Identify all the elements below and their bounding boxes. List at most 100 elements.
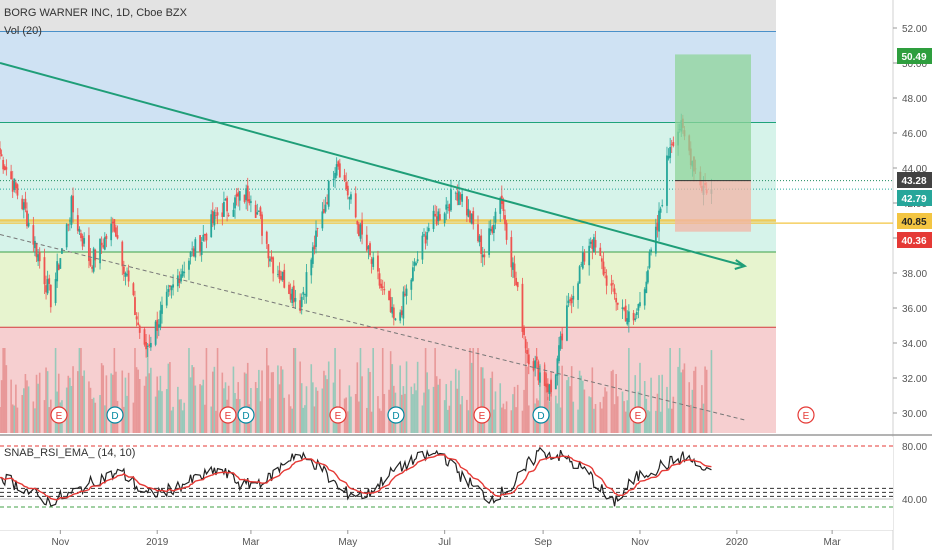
volume-bar (545, 371, 548, 433)
time-axis-label: Jul (438, 537, 451, 548)
candle-body (132, 283, 135, 296)
price-badge-text: 42.79 (901, 194, 926, 205)
volume-bar (213, 366, 216, 433)
candle-body (546, 383, 549, 393)
volume-bar (159, 375, 162, 433)
volume-bar (623, 401, 625, 433)
volume-bar (548, 401, 551, 433)
volume-bar (88, 381, 90, 433)
candle-body (499, 197, 502, 214)
candle-body (470, 213, 473, 224)
volume-bar (94, 402, 97, 433)
volume-bar (89, 387, 92, 433)
candle-body (232, 209, 235, 217)
candle-body (548, 384, 551, 394)
time-axis-label: Nov (51, 537, 69, 548)
candle-body (639, 302, 641, 306)
volume-bar (192, 367, 195, 433)
volume-bar (346, 411, 349, 433)
volume-bar (626, 400, 629, 433)
event-marker-text: D (537, 411, 544, 422)
volume-bar (602, 396, 605, 433)
candle-body (270, 256, 273, 260)
candle-body (438, 214, 441, 221)
candle-body (323, 208, 325, 213)
candle-body (621, 307, 624, 310)
volume-bar (702, 403, 705, 433)
candle-body (656, 222, 659, 231)
volume-bar (289, 406, 292, 433)
candle-body (454, 192, 457, 194)
volume-bar (669, 348, 671, 433)
volume-bar (77, 371, 79, 433)
candle-body (335, 164, 338, 176)
candle-body (192, 248, 195, 257)
candle-body (635, 312, 638, 315)
candle-body (491, 226, 494, 233)
candle-body (45, 285, 47, 293)
price-badge: 50.49 (897, 48, 932, 64)
candle-body (32, 225, 35, 245)
symbol-title[interactable]: BORG WARNER INC, 1D, Cboe BZX (4, 7, 187, 19)
volume-bar (639, 362, 641, 433)
volume-bar (156, 376, 159, 433)
candle-body (527, 354, 530, 365)
candle-body (176, 275, 179, 287)
event-marker-text: E (635, 411, 642, 422)
candle-body (489, 228, 492, 232)
price-axis-label: 44.00 (902, 164, 927, 175)
candle-body (126, 273, 128, 276)
volume-bar (135, 367, 138, 433)
event-marker-text: E (225, 411, 232, 422)
candle-body (605, 275, 608, 286)
volume-bar (445, 384, 448, 433)
candle-body (105, 235, 108, 239)
candle-body (593, 237, 595, 252)
candle-body (157, 324, 160, 328)
candle-body (415, 262, 417, 265)
volume-bar (526, 366, 529, 433)
time-axis-label: 2019 (146, 537, 169, 548)
volume-bar (456, 388, 459, 433)
volume-bar (670, 408, 673, 433)
volume-bar (205, 348, 208, 433)
candle-body (289, 293, 292, 300)
volume-bar (561, 365, 563, 433)
dividend-marker: D (237, 406, 255, 424)
volume-bar (232, 366, 235, 433)
candle-body (161, 304, 163, 314)
candle-body (16, 184, 19, 196)
volume-bar (569, 386, 571, 433)
volume-bar (488, 411, 490, 433)
candle-body (143, 329, 146, 345)
volume-bar (91, 398, 93, 433)
candle-body (599, 247, 602, 256)
candle-body (567, 300, 570, 304)
price-badge: 42.79 (897, 190, 932, 206)
candle-body (27, 222, 30, 227)
volume-bar (113, 348, 116, 433)
volume-bar (539, 363, 541, 433)
volume-bar (359, 348, 362, 433)
volume-bar (616, 396, 619, 433)
candle-body (2, 159, 5, 170)
rsi-axis-label: 40.00 (902, 495, 927, 506)
volume-bar (699, 409, 702, 433)
candle-body (604, 272, 606, 273)
volume-bar (532, 366, 535, 433)
volume-bar (278, 384, 281, 433)
candle-body (10, 171, 13, 180)
volume-bar (650, 377, 652, 433)
volume-bar (570, 366, 573, 433)
candle-body (172, 284, 174, 288)
price-badge: 40.85 (897, 213, 932, 229)
candle-body (402, 291, 405, 319)
volume-bar (439, 378, 441, 433)
volume-bar (254, 382, 257, 433)
volume-bar (181, 410, 184, 433)
candle-body (310, 259, 313, 276)
candle-body (381, 286, 384, 288)
candle-body (448, 204, 451, 212)
volume-bar (291, 408, 293, 433)
